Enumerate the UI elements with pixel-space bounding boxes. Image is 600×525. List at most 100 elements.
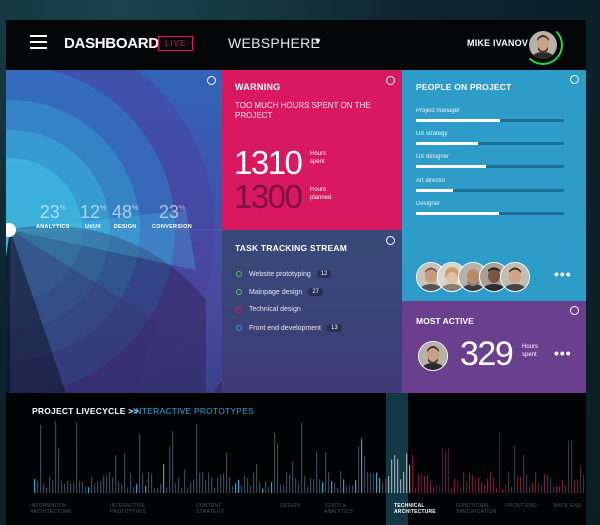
task-item[interactable]: Technical design: [236, 306, 301, 313]
more-options-icon[interactable]: •••: [554, 345, 572, 361]
task-item[interactable]: Front end development 13: [236, 324, 342, 332]
lifecycle-bar: [313, 478, 315, 493]
lifecycle-bar: [154, 488, 156, 493]
lifecycle-bar: [91, 476, 93, 493]
stat-design: 48% DESIGN: [112, 202, 138, 230]
lifecycle-bar: [436, 484, 438, 493]
lifecycle-bar: [253, 472, 255, 493]
task-label: Website prototyping: [249, 270, 311, 278]
lifecycle-bar: [463, 472, 465, 493]
phase-label-active[interactable]: TECHNICAL ARCHITECTURE: [394, 503, 436, 515]
lifecycle-bar: [502, 488, 504, 493]
avatar[interactable]: [500, 262, 530, 292]
lifecycle-bar: [85, 486, 87, 493]
phase-label[interactable]: INFORMATION ARCHITECTURE: [30, 503, 72, 515]
lifecycle-bar: [448, 448, 450, 493]
stat-value: 12%: [80, 202, 107, 222]
lifecycle-bar: [547, 475, 549, 493]
role-label: Designer: [416, 201, 441, 207]
phase-label[interactable]: FRONT-END: [506, 503, 537, 509]
lifecycle-bar: [385, 478, 387, 493]
lifecycle-bar: [46, 487, 48, 493]
card-options-dot[interactable]: [570, 75, 579, 84]
lifecycle-bar: [232, 485, 234, 493]
lifecycle-bar: [229, 477, 231, 493]
lifecycle-bar: [262, 488, 264, 493]
lifecycle-bar: [469, 473, 471, 493]
lifecycle-bar: [334, 482, 336, 493]
avatar[interactable]: [418, 341, 448, 371]
lifecycle-bar: [37, 481, 39, 493]
lifecycle-bar: [388, 476, 390, 493]
role-label: UX designer: [416, 154, 450, 160]
stat-label: DESIGN: [113, 224, 137, 230]
slider-handle[interactable]: [6, 223, 16, 237]
lifecycle-bar: [166, 487, 168, 493]
user-name[interactable]: MIKE IVANOV: [467, 38, 529, 48]
phase-label[interactable]: DESIGN: [280, 503, 301, 509]
phase-label[interactable]: TESTS & ANALYTICS: [324, 503, 354, 515]
lifecycle-bar: [412, 454, 414, 493]
stat-value: 23%: [39, 202, 66, 222]
more-options-icon[interactable]: •••: [554, 266, 572, 282]
lifecycle-bar: [316, 451, 318, 493]
task-item[interactable]: Mainpage design 27: [236, 288, 324, 296]
status-dot-icon: [236, 271, 242, 277]
lifecycle-bar: [322, 482, 324, 493]
role-progress-fill: [416, 212, 499, 215]
role-label: UX strategy: [416, 131, 448, 137]
lifecycle-bar: [346, 486, 348, 493]
lifecycle-bar: [211, 477, 213, 493]
lifecycle-bar: [499, 431, 501, 493]
progress-ring: [523, 25, 563, 65]
role-progress-fill: [416, 189, 453, 192]
task-label: Front end development: [249, 324, 321, 332]
menu-icon[interactable]: [30, 35, 47, 49]
chevron-down-icon[interactable]: ▼: [314, 37, 322, 46]
card-options-dot[interactable]: [386, 76, 395, 85]
lifecycle-bar: [520, 477, 522, 493]
lifecycle-bar: [514, 445, 516, 493]
lifecycle-bar: [130, 473, 132, 493]
lifecycle-bar: [571, 439, 573, 493]
lifecycle-bar: [361, 438, 363, 493]
lifecycle-bar: [544, 474, 546, 493]
lifecycle-bar: [358, 446, 360, 493]
lifecycle-subtitle[interactable]: INTERACTIVE PROTOTYPES: [133, 406, 254, 416]
lifecycle-bar: [82, 481, 84, 493]
lifecycle-bar: [136, 484, 138, 493]
lifecycle-bar: [472, 474, 474, 493]
lifecycle-bar: [70, 483, 72, 493]
card-options-dot[interactable]: [386, 236, 395, 245]
lifecycle-bar: [286, 471, 288, 493]
lifecycle-bar: [328, 472, 330, 493]
lifecycle-bar: [223, 473, 225, 493]
lifecycle-bar: [160, 483, 162, 493]
warning-title: WARNING: [235, 82, 281, 92]
phase-label[interactable]: BACK-END: [554, 503, 582, 509]
phase-label[interactable]: CONTENT STRATEGY: [196, 503, 225, 515]
lifecycle-bar: [256, 464, 258, 493]
task-label: Mainpage design: [249, 288, 303, 296]
project-selector[interactable]: WEBSPHERE: [228, 35, 321, 51]
lifecycle-bar: [460, 487, 462, 493]
lifecycle-bar: [178, 477, 180, 493]
lifecycle-bar: [484, 484, 486, 493]
lifecycle-bar: [574, 479, 576, 493]
user-avatar[interactable]: [523, 25, 563, 65]
lifecycle-bar: [487, 477, 489, 493]
panel-options-dot[interactable]: [207, 76, 216, 85]
task-item[interactable]: Website prototyping 12: [236, 270, 332, 278]
lifecycle-bar: [247, 478, 249, 493]
stat-conversion: 23% CONVERSION: [152, 202, 192, 230]
lifecycle-bar: [184, 469, 186, 493]
lifecycle-bars: [34, 421, 585, 493]
phase-label[interactable]: FUNCTIONAL SPECIFICATION: [456, 503, 497, 515]
lifecycle-bar: [283, 484, 285, 493]
lifecycle-bar: [478, 477, 480, 493]
phase-label[interactable]: INTERACTIVE PROTOTYPES: [110, 503, 147, 515]
card-options-dot[interactable]: [570, 306, 579, 315]
role-label: Project manager: [416, 108, 461, 114]
lifecycle-bar: [340, 471, 342, 493]
lifecycle-bar: [367, 471, 369, 493]
